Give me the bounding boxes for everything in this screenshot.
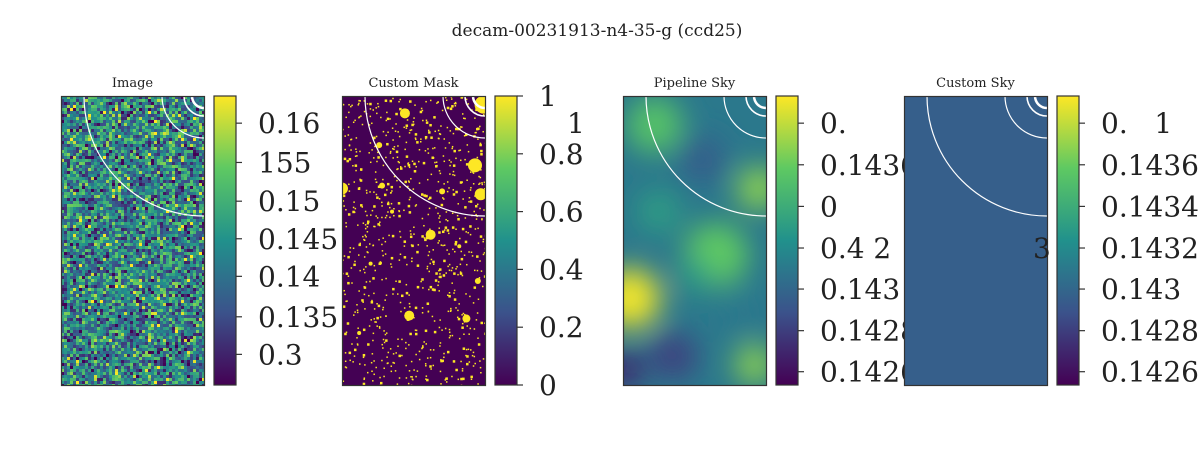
heatmap-image — [904, 96, 1047, 385]
image-frame — [341, 95, 487, 387]
panel-2: Custom Mask 10.80.60.40.201 — [341, 76, 585, 402]
image-frame — [903, 95, 1049, 387]
colorbar-tick-label: 0.3 — [258, 338, 303, 371]
colorbar-tick-label: 0.4 2 — [820, 232, 891, 265]
colorbar-tick-label: 0.2 — [539, 311, 584, 344]
colorbar-tick-label: 0. — [820, 107, 847, 140]
colorbar-tick-label: 0.6 — [539, 196, 584, 229]
figure-title: decam-00231913-n4-35-g (ccd25) — [452, 21, 743, 41]
stray-label: 3 — [1033, 232, 1051, 265]
colorbar-tick-label: 0.1428 — [1101, 315, 1199, 348]
colorbar-tick-label: 0.1434 — [1101, 190, 1199, 223]
panel-3: Pipeline Sky 0. 0.1436 0 0.4 2 0.143 0.1428 0.1… — [622, 76, 918, 389]
colorbar-tick-label: 0.143 — [1101, 273, 1181, 306]
colorbar-tick-label: 0.16 — [258, 107, 320, 140]
colorbar-tick-label: 0 — [539, 369, 557, 402]
heatmap-image — [623, 96, 766, 385]
colorbar — [775, 95, 799, 386]
colorbar-tick-label: 0.1426 — [820, 356, 918, 389]
colorbar-tick-label: 0.1426 — [1101, 356, 1199, 389]
colorbar-tick-label: 0.8 — [539, 138, 584, 171]
colorbar-tick-label: 0 — [820, 190, 838, 223]
colorbar-tick-label: 0.1428 — [820, 315, 918, 348]
panel-title: Custom Mask — [368, 76, 458, 91]
colorbar-tick-label: 0.1436 — [820, 149, 918, 182]
colorbar-tick-label: 0.4 — [539, 253, 584, 286]
colorbar-tick-label: 0.15 — [258, 185, 320, 218]
panel-title: Pipeline Sky — [654, 76, 736, 91]
colorbar-tick-label: 0.143 — [820, 273, 900, 306]
colorbar-tick-label: 0. 1 — [1101, 107, 1172, 140]
colorbar — [213, 95, 237, 386]
stray-label: 1 — [567, 107, 585, 140]
image-frame — [60, 95, 206, 387]
image-frame — [622, 95, 768, 387]
colorbar-tick-label: 0.145 — [258, 223, 338, 256]
colorbar-tick-label: 0.135 — [258, 301, 338, 334]
colorbar-tick-label: 1 — [539, 80, 557, 113]
colorbar-tick-label: 155 — [258, 146, 311, 179]
panel-title: Custom Sky — [936, 76, 1015, 91]
colorbar — [494, 95, 518, 386]
panel-title: Image — [112, 76, 154, 91]
heatmap-image — [61, 96, 204, 385]
colorbar-tick-label: 0.14 — [258, 260, 320, 293]
colorbar-tick-label: 0.1432 — [1101, 232, 1199, 265]
colorbar — [1056, 95, 1080, 386]
panel-4: Custom Sky 0. 1 0.1436 0.1434 0.1432 0.143 0.1… — [903, 76, 1199, 389]
heatmap-image — [342, 96, 485, 385]
panel-1: Image 0.16 155 0.15 0.145 0.14 0.135 0.3 — [60, 76, 338, 387]
colorbar-tick-label: 0.1436 — [1101, 149, 1199, 182]
